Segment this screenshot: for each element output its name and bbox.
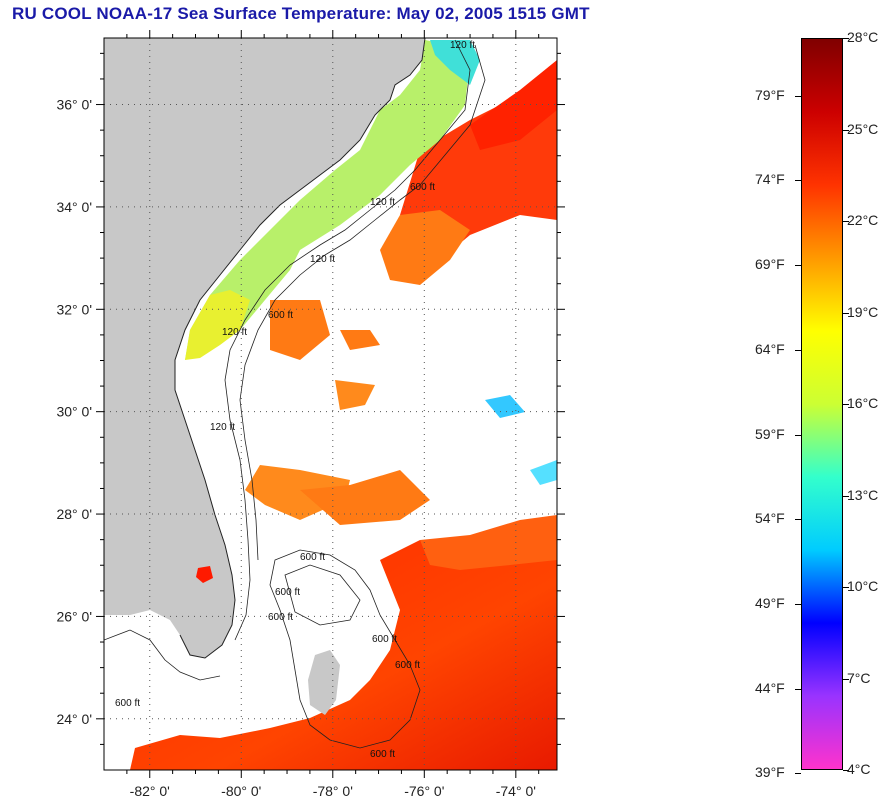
colorbar-fahrenheit-label: 54°F — [755, 510, 785, 527]
florida-keys-contour — [104, 629, 221, 681]
colorbar-celsius-tick — [843, 129, 849, 131]
colorbar-fahrenheit-label: 44°F — [755, 679, 785, 696]
longitude-label: -80° 0' — [221, 783, 261, 799]
map-title: RU COOL NOAA-17 Sea Surface Temperature:… — [12, 4, 590, 23]
offshore-orange-patch-3 — [340, 330, 380, 350]
coastal-shelf-cool-water — [185, 40, 470, 360]
colorbar-celsius-tick — [843, 404, 849, 405]
latitude-label: 28° 0' — [56, 506, 92, 522]
offshore-orange-patch-4 — [335, 380, 375, 410]
colorbar-fahrenheit-tick — [795, 349, 801, 351]
bahamas-island-andros — [308, 650, 340, 715]
colorbar-celsius-label: 4°C — [847, 761, 871, 777]
colorbar-fahrenheit-label: 69°F — [755, 256, 785, 273]
latitude-labels: 36° 0' 34° 0' 32° 0' 30° 0' 28° 0' 26° 0' 24° … — [56, 97, 92, 727]
contour-label: 600 ft — [410, 182, 435, 193]
colorbar-celsius-tick — [843, 495, 849, 497]
colorbar-fahrenheit-tick — [795, 519, 801, 521]
colorbar-celsius-label: 10°C — [847, 578, 879, 594]
graticule — [104, 38, 557, 770]
offshore-orange-patch — [380, 210, 470, 285]
cool-patch-east-2 — [530, 460, 557, 485]
colorbar-celsius-tick — [843, 221, 849, 222]
colorbar-celsius-tick — [843, 770, 849, 771]
colorbar-celsius-label: 7°C — [847, 669, 871, 686]
colorbar-celsius-label: 16°C — [847, 395, 879, 411]
colorbar-fahrenheit-label: 79°F — [755, 86, 785, 103]
colorbar-fahrenheit-tick — [795, 265, 801, 267]
longitude-label: -74° 0' — [496, 783, 536, 799]
colorbar-fahrenheit-tick — [795, 688, 801, 690]
colorbar-celsius-tick — [843, 38, 849, 39]
colorbar-celsius-tick — [843, 312, 849, 314]
contour-label: 120 ft — [450, 40, 475, 51]
land-mass — [104, 38, 425, 658]
coastal-yellow-band — [185, 290, 250, 360]
colorbar-celsius-label: 28°C — [847, 29, 879, 45]
latitude-label: 30° 0' — [56, 404, 92, 420]
colorbar-fahrenheit-tick — [795, 180, 801, 182]
contour-label: 600 ft — [372, 634, 397, 645]
temperature-colorbar — [801, 38, 843, 770]
contour-label: 600 ft — [395, 660, 420, 671]
colorbar-fahrenheit-label: 64°F — [755, 340, 785, 357]
colorbar-fahrenheit-tick — [795, 95, 801, 97]
contour-label: 600 ft — [268, 612, 293, 623]
contour-600ft — [239, 44, 486, 561]
lake-okeechobee — [196, 566, 213, 583]
latitude-label: 32° 0' — [56, 301, 92, 317]
contour-labels: 120 ft 600 ft 120 ft 120 ft 600 ft 120 f… — [115, 40, 475, 760]
north-warm-water — [470, 60, 557, 150]
map-frame — [103, 37, 558, 771]
bahamas-bank-outline-2 — [284, 564, 361, 626]
coastline-outline — [174, 38, 426, 659]
cool-patch-east — [485, 395, 525, 418]
colorbar-fahrenheit-label: 74°F — [755, 171, 785, 188]
colorbar-fahrenheit-label: 59°F — [755, 425, 785, 442]
colorbar-celsius-label: 25°C — [847, 120, 879, 137]
latitude-label: 34° 0' — [56, 199, 92, 215]
colorbar-fahrenheit-tick — [795, 603, 801, 605]
longitude-label: -76° 0' — [404, 783, 444, 799]
offshore-orange-patch-6 — [300, 470, 430, 525]
colorbar-fahrenheit-label: 39°F — [755, 764, 785, 781]
longitude-labels: -82° 0' -80° 0' -78° 0' -76° 0' -74° 0' — [130, 783, 536, 799]
contour-label: 120 ft — [222, 327, 247, 338]
contour-label: 120 ft — [310, 254, 335, 265]
colorbar-fahrenheit-tick — [795, 773, 801, 775]
contour-label: 600 ft — [370, 749, 395, 760]
latitude-label: 36° 0' — [56, 97, 92, 113]
bahamas-bank-outline — [269, 549, 421, 749]
colorbar-celsius-tick — [843, 678, 849, 680]
colorbar-celsius-label: 19°C — [847, 303, 879, 320]
contour-label: 600 ft — [268, 310, 293, 321]
longitude-label: -78° 0' — [313, 783, 353, 799]
latitude-label: 24° 0' — [56, 711, 92, 727]
contour-label: 600 ft — [275, 587, 300, 598]
colorbar-celsius-tick — [843, 587, 849, 588]
contour-label: 120 ft — [210, 422, 235, 433]
southern-orange-band — [420, 515, 557, 570]
latitude-label: 26° 0' — [56, 608, 92, 624]
offshore-orange-patch-2 — [270, 300, 330, 360]
axis-ticks — [96, 30, 565, 778]
contour-120ft — [224, 39, 471, 641]
north-shelf-cyan — [430, 40, 480, 85]
southern-warm-water — [130, 535, 557, 770]
contour-label: 600 ft — [300, 552, 325, 563]
contour-label: 600 ft — [115, 698, 140, 709]
longitude-label: -82° 0' — [130, 783, 170, 799]
colorbar-fahrenheit-tick — [795, 434, 801, 436]
colorbar-fahrenheit-label: 49°F — [755, 594, 785, 611]
colorbar-celsius-label: 22°C — [847, 212, 879, 228]
colorbar-celsius-label: 13°C — [847, 486, 879, 503]
contour-label: 120 ft — [370, 197, 395, 208]
